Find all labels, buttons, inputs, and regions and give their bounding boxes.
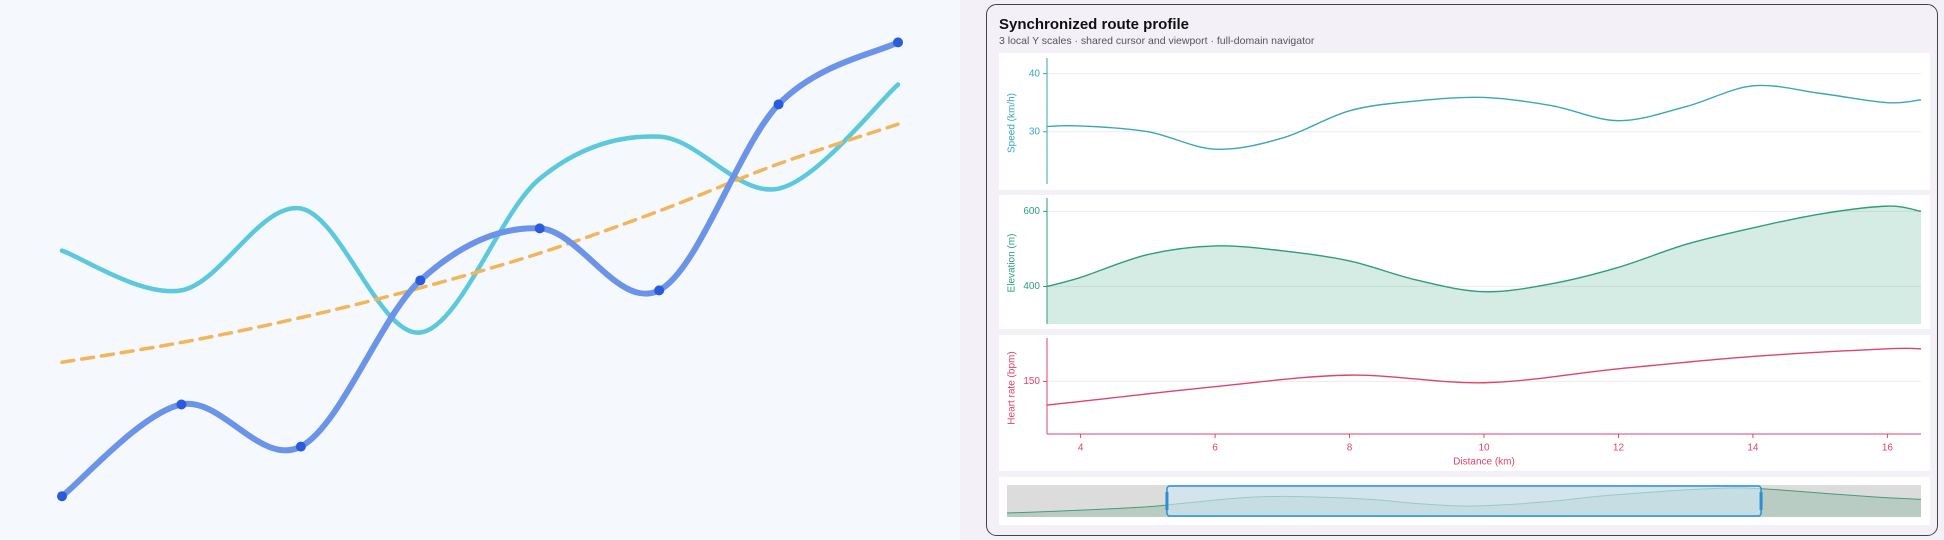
title: Synchronized route profile: [999, 16, 1189, 33]
y-tick-label: 40: [1029, 68, 1041, 79]
point: [654, 285, 665, 296]
y-axis-title: Elevation (m): [1007, 234, 1018, 293]
series-line: [1046, 347, 1922, 406]
series-line: [60, 122, 900, 365]
series-line: [59, 82, 901, 335]
subtitle: 3 local Y scales · shared cursor and vie…: [999, 35, 1315, 47]
series-line: [1046, 84, 1922, 150]
x-tick-label: 10: [1478, 443, 1490, 454]
point: [415, 275, 426, 286]
y-tick-label: 600: [1023, 206, 1040, 217]
panel: [999, 53, 1930, 190]
y-axis-title: Speed (km/h): [1007, 93, 1018, 153]
panel: [999, 335, 1930, 471]
x-tick-label: 8: [1347, 443, 1353, 454]
point: [893, 37, 903, 48]
point: [534, 223, 545, 234]
y-axis-title: Heart rate (bpm): [1007, 351, 1018, 424]
point: [773, 99, 784, 110]
point: [57, 491, 67, 502]
viewport-window[interactable]: [1166, 485, 1762, 517]
series-line: [59, 39, 901, 500]
panel: [999, 195, 1930, 329]
x-tick-label: 12: [1613, 443, 1625, 454]
x-tick-label: 6: [1212, 443, 1218, 454]
y-tick-label: 400: [1023, 281, 1040, 292]
point: [295, 441, 306, 452]
x-tick-label: 4: [1078, 443, 1084, 454]
x-tick-label: 14: [1747, 443, 1759, 454]
point: [176, 399, 187, 410]
series-line: [1046, 205, 1922, 293]
y-tick-label: 30: [1029, 126, 1041, 137]
x-tick-label: 16: [1882, 443, 1894, 454]
y-tick-label: 150: [1023, 376, 1040, 387]
x-axis-title: Distance (km): [1453, 457, 1515, 468]
area-fill: [1047, 206, 1921, 324]
